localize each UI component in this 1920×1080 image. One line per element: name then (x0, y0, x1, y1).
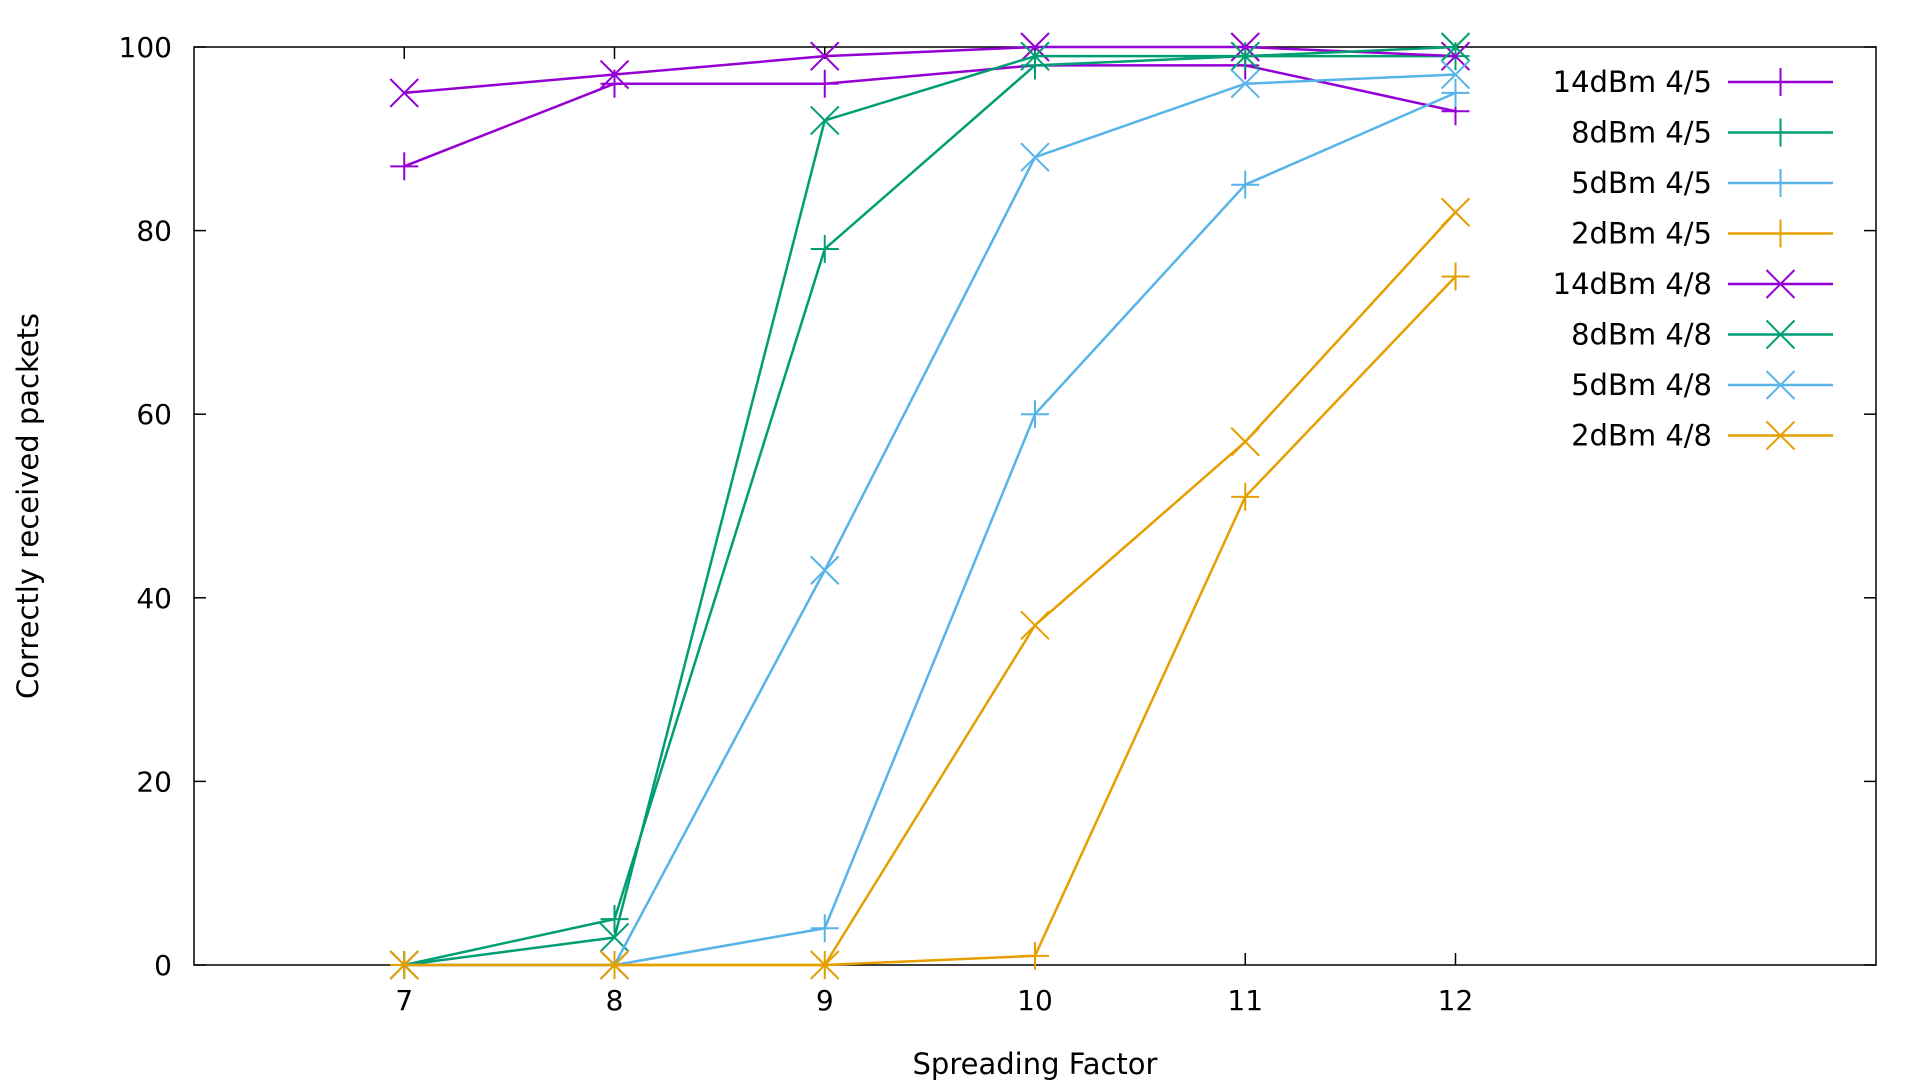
y-tick-label: 40 (136, 582, 172, 615)
data-point (811, 914, 839, 942)
y-tick-label: 100 (119, 31, 172, 64)
y-tick-label: 60 (136, 398, 172, 431)
legend-label: 8dBm 4/5 (1571, 116, 1712, 150)
series-line (404, 75, 1455, 965)
x-tick-label: 7 (395, 984, 413, 1017)
series-7 (390, 198, 1469, 979)
legend-label: 5dBm 4/5 (1571, 166, 1712, 200)
series-6 (390, 61, 1469, 979)
x-tick-label: 9 (816, 984, 834, 1017)
legend-marker (1767, 68, 1795, 96)
x-axis: 7 8 9 10 11 12 (395, 47, 1473, 1017)
y-tick-label: 0 (154, 949, 172, 982)
legend-label: 8dBm 4/8 (1571, 318, 1712, 352)
legend: 14dBm 4/5 8dBm 4/5 5dBm 4/5 2dBm 4/5 14dBm 4… (1553, 65, 1833, 453)
x-tick-label: 10 (1017, 984, 1053, 1017)
data-point (390, 152, 418, 180)
legend-marker (1767, 169, 1795, 197)
series-line (404, 56, 1455, 965)
legend-label: 5dBm 4/8 (1571, 368, 1712, 402)
legend-label: 2dBm 4/8 (1571, 419, 1712, 453)
y-axis-title: Correctly received packets (11, 313, 45, 699)
series-1 (390, 42, 1469, 979)
data-point (811, 106, 839, 134)
data-point (811, 70, 839, 98)
series-4 (390, 33, 1469, 107)
series-2 (390, 79, 1469, 979)
series-layer (390, 33, 1469, 979)
data-point (1021, 143, 1049, 171)
x-tick-label: 12 (1438, 984, 1474, 1017)
series-3 (390, 263, 1469, 980)
y-tick-label: 20 (136, 765, 172, 798)
series-0 (390, 51, 1469, 180)
x-axis-title: Spreading Factor (913, 1047, 1158, 1080)
legend-marker (1767, 220, 1795, 248)
legend-label: 14dBm 4/8 (1553, 267, 1712, 301)
legend-label: 14dBm 4/5 (1553, 65, 1712, 99)
x-tick-label: 8 (606, 984, 624, 1017)
legend-marker (1767, 119, 1795, 147)
series-5 (390, 33, 1469, 979)
series-line (404, 212, 1455, 965)
series-line (404, 277, 1455, 966)
data-point (1442, 198, 1470, 226)
legend-label: 2dBm 4/5 (1571, 217, 1712, 251)
y-tick-label: 80 (136, 215, 172, 248)
series-line (404, 47, 1455, 965)
data-point (1231, 428, 1259, 456)
series-line (404, 93, 1455, 965)
data-point (1021, 611, 1049, 639)
data-point (811, 556, 839, 584)
x-tick-label: 11 (1227, 984, 1263, 1017)
